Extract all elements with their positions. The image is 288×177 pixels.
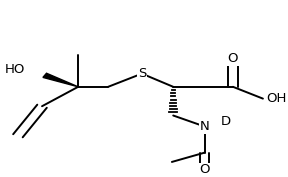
Text: N: N	[200, 120, 209, 133]
Text: O: O	[199, 163, 210, 176]
Polygon shape	[43, 73, 78, 87]
Text: S: S	[138, 67, 146, 80]
Text: D: D	[221, 115, 231, 128]
Text: OH: OH	[266, 92, 287, 105]
Text: O: O	[228, 52, 238, 65]
Text: HO: HO	[4, 63, 25, 76]
